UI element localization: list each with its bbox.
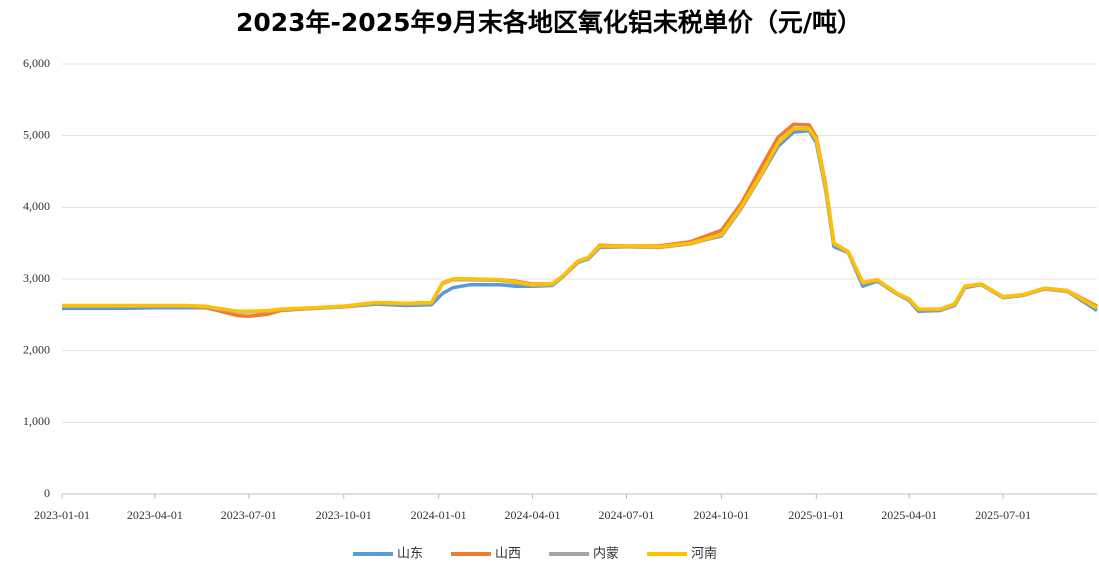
legend-label: 山西 bbox=[495, 547, 521, 562]
y-tick-label: 6,000 bbox=[23, 56, 50, 70]
series-line bbox=[62, 127, 1098, 314]
x-tick-label: 2025-07-01 bbox=[975, 508, 1031, 522]
x-tick-label: 2023-04-01 bbox=[127, 508, 183, 522]
x-tick-label: 2024-01-01 bbox=[411, 508, 467, 522]
x-tick-label: 2024-07-01 bbox=[598, 508, 654, 522]
y-tick-label: 0 bbox=[44, 486, 50, 500]
y-tick-label: 5,000 bbox=[23, 127, 50, 141]
legend-label: 河南 bbox=[691, 546, 717, 562]
y-tick-label: 2,000 bbox=[23, 342, 50, 356]
x-tick-label: 2023-07-01 bbox=[221, 508, 277, 522]
y-tick-label: 1,000 bbox=[23, 414, 50, 428]
series-line bbox=[62, 126, 1098, 314]
chart-title: 2023年-2025年9月末各地区氧化铝未税单价（元/吨） bbox=[236, 8, 862, 37]
x-tick-label: 2025-04-01 bbox=[881, 508, 937, 522]
x-tick-label: 2024-04-01 bbox=[505, 508, 561, 522]
x-tick-label: 2025-01-01 bbox=[788, 508, 844, 522]
y-tick-label: 3,000 bbox=[23, 271, 50, 285]
series-line bbox=[62, 128, 1098, 314]
y-tick-label: 4,000 bbox=[23, 199, 50, 213]
x-tick-label: 2024-10-01 bbox=[693, 508, 749, 522]
legend-label: 山东 bbox=[397, 547, 423, 562]
series-line bbox=[62, 122, 1098, 319]
x-tick-label: 2023-10-01 bbox=[316, 508, 372, 522]
x-tick-label: 2023-01-01 bbox=[34, 508, 90, 522]
legend-label: 内蒙 bbox=[593, 546, 619, 562]
